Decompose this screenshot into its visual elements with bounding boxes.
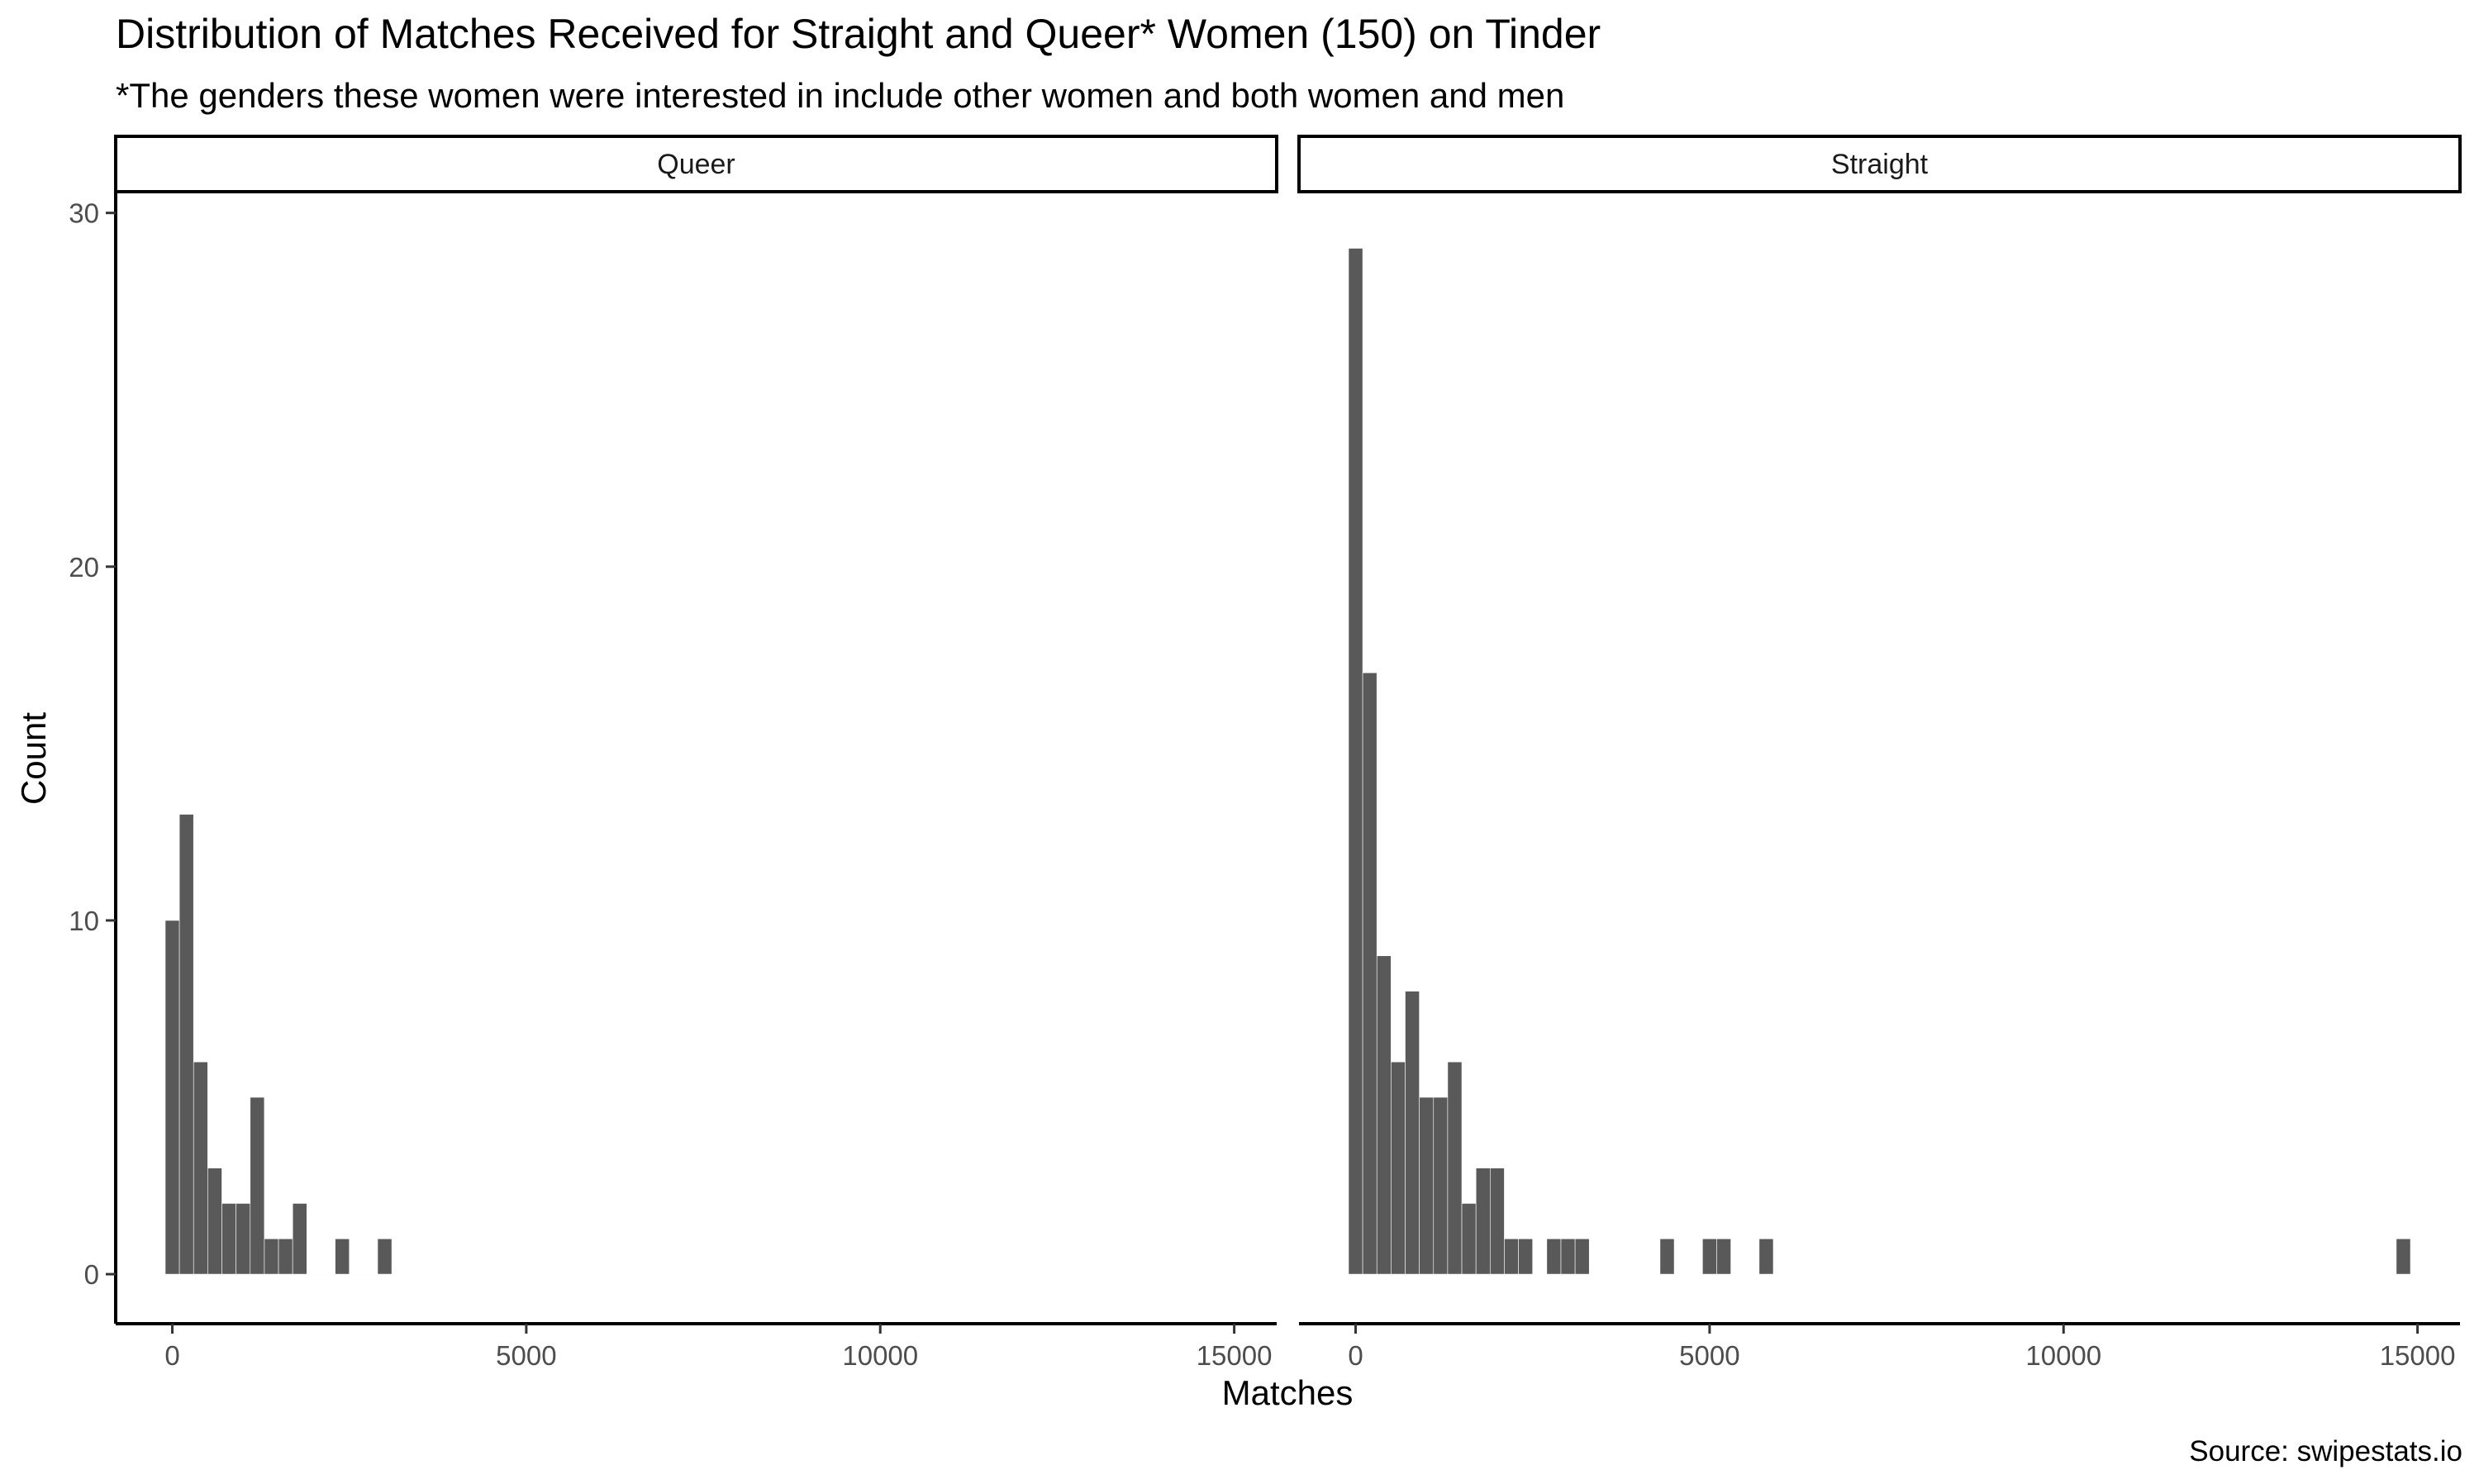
x-tick-label: 5000 (496, 1340, 556, 1371)
histogram-bar (1518, 1238, 1534, 1275)
histogram-bar (278, 1238, 293, 1275)
histogram-bar (1758, 1238, 1774, 1275)
histogram-bar (1348, 248, 1363, 1275)
x-tick-label: 10000 (842, 1340, 918, 1371)
histogram-bar (307, 1273, 321, 1275)
y-tick-label: 10 (69, 906, 99, 936)
histogram-bar (1659, 1238, 1675, 1275)
histogram-bar (1419, 1096, 1435, 1275)
histogram-bar (1362, 672, 1377, 1275)
histogram-bar (335, 1238, 350, 1275)
histogram-bar (236, 1203, 251, 1275)
y-tick-label: 30 (69, 198, 99, 229)
x-axis-label: Matches (1222, 1373, 1354, 1412)
panel-queer: Queer 0 10 20 30 0 5000 10000 15000 (69, 135, 1278, 1371)
histogram-bar (193, 1061, 208, 1275)
histogram-bar (377, 1238, 393, 1275)
histogram-bar (1560, 1238, 1576, 1275)
facet-strip (114, 135, 1278, 193)
histogram-bar (221, 1203, 236, 1275)
histogram-bar (1475, 1168, 1491, 1275)
y-axis-label: Count (14, 712, 53, 805)
histogram-bar (164, 920, 180, 1275)
histogram-bar (1490, 1168, 1505, 1275)
chart-caption: Source: swipestats.io (2189, 1435, 2462, 1467)
histogram-bar (264, 1238, 279, 1275)
histogram-bar (349, 1273, 364, 1275)
histogram-bar (1504, 1238, 1519, 1275)
x-tick-label: 10000 (2025, 1340, 2101, 1371)
chart-subtitle: *The genders these women were interested… (116, 76, 1564, 115)
panel-straight: Straight 0 5000 10000 15000 (1297, 135, 2462, 1371)
panels: Queer 0 10 20 30 0 5000 10000 15000 Straight 0 5000… (69, 135, 2462, 1371)
histogram-bar (321, 1273, 335, 1275)
facet-strip-label: Straight (1831, 149, 1929, 180)
histogram-bar (1461, 1203, 1477, 1275)
histogram-bar (1433, 1096, 1449, 1275)
histogram-bar (1574, 1238, 1590, 1275)
histogram-bar (1391, 1061, 1406, 1275)
x-tick-label: 0 (164, 1340, 179, 1371)
x-tick-label: 5000 (1679, 1340, 1739, 1371)
histogram-bar (1376, 955, 1392, 1275)
x-tick-label: 0 (1348, 1340, 1363, 1371)
histogram-bar (1447, 1061, 1463, 1275)
histogram-bar (2396, 1238, 2411, 1275)
histogram-bar (1405, 991, 1420, 1275)
facet-strip (1297, 135, 2462, 193)
histogram-bar (178, 814, 194, 1275)
histogram-bar (250, 1096, 265, 1275)
histogram-bar (1702, 1238, 1717, 1275)
histogram-bar (363, 1273, 378, 1275)
y-tick-label: 0 (84, 1259, 99, 1290)
x-tick-label: 15000 (2380, 1340, 2456, 1371)
chart-title: Distribution of Matches Received for Str… (116, 11, 1601, 57)
histogram-bar (292, 1203, 307, 1275)
histogram-bar (207, 1168, 222, 1275)
y-tick-label: 20 (69, 552, 99, 583)
facet-strip-label: Queer (657, 149, 735, 180)
x-tick-label: 15000 (1197, 1340, 1273, 1371)
histogram-bar (1546, 1238, 1562, 1275)
histogram-bar (1532, 1273, 1548, 1275)
histogram-bar (1716, 1238, 1731, 1275)
